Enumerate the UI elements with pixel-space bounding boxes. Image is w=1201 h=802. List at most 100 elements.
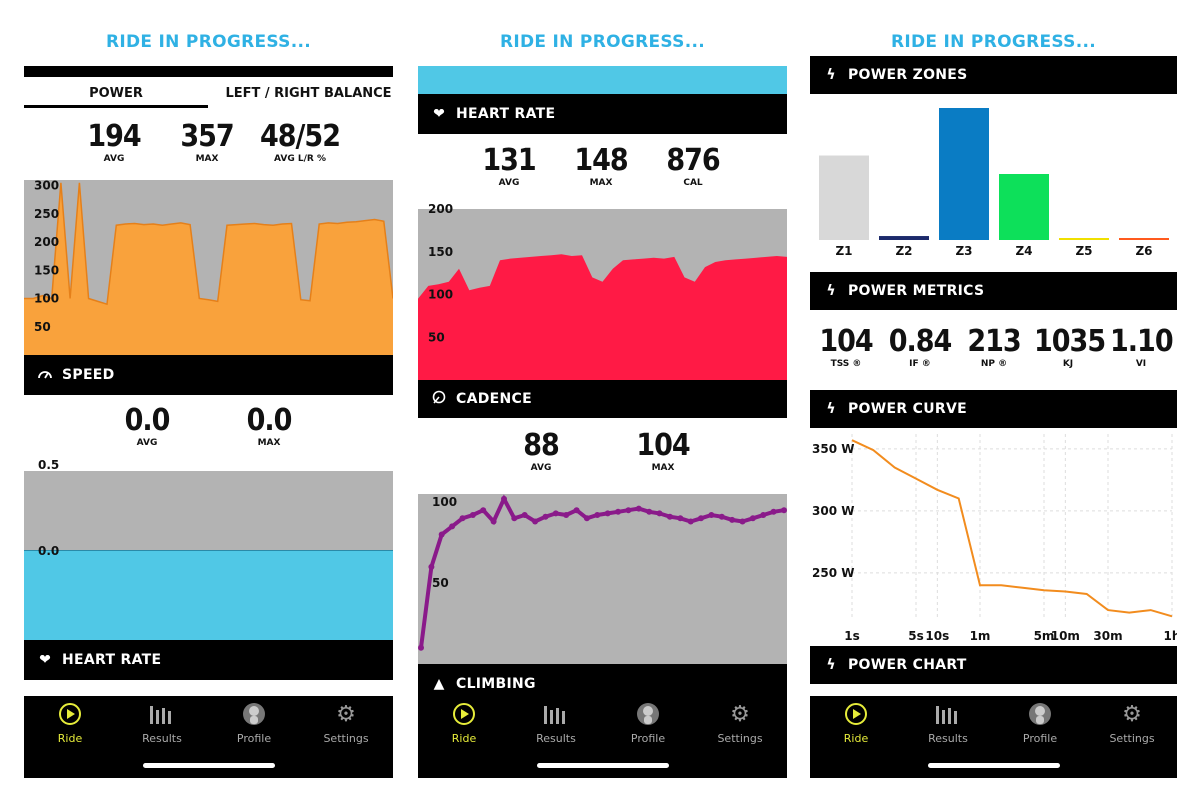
lightning-icon: ϟ — [826, 657, 836, 673]
climbing-title: CLIMBING — [456, 676, 536, 692]
cadence-max-value: 104 — [636, 428, 690, 463]
y-tick-label: 250 — [34, 207, 59, 221]
y-tick-label: 200 — [428, 202, 453, 216]
cadence-icon — [426, 390, 452, 408]
status-title: RIDE IN PROGRESS... — [891, 32, 1096, 52]
power-max-value: 357 — [180, 119, 234, 154]
tab-power[interactable]: POWER — [24, 86, 208, 101]
speed-avg-value: 0.0 — [124, 403, 171, 438]
panel-power-speed: RIDE IN PROGRESS... POWER LEFT / RIGHT B… — [24, 0, 394, 802]
tab-results-label: Results — [536, 732, 576, 745]
metric-np: 213 NP ® — [962, 324, 1026, 370]
tab-bar: Ride Results Profile ⚙ Settings — [810, 696, 1177, 778]
tab-balance-label: LEFT / RIGHT BALANCE — [225, 86, 392, 101]
speed-avg-label: AVG — [136, 438, 158, 448]
curve-chart: 1s 5s 10s 1m 5m 10m 30m 1h 350 W 300 W 250 W — [810, 430, 1180, 646]
play-circle-icon — [810, 702, 902, 726]
zone-label: Z4 — [1015, 244, 1032, 258]
tab-settings[interactable]: ⚙ Settings — [1086, 701, 1178, 746]
zones-title: POWER ZONES — [848, 67, 968, 83]
cadence-avg: 88 AVG — [506, 430, 576, 474]
lightning-icon: ϟ — [826, 67, 836, 83]
tab-results[interactable]: Results — [510, 702, 602, 745]
y-tick-label: 350 W — [812, 442, 854, 456]
power-max-label: MAX — [195, 154, 219, 164]
y-tick-label: 50 — [428, 330, 445, 344]
zones-header: ϟ POWER ZONES — [810, 56, 1177, 94]
heart-icon: ❤ — [39, 652, 51, 668]
tab-settings[interactable]: ⚙ Settings — [300, 702, 392, 746]
profile-icon — [994, 702, 1086, 726]
tab-balance[interactable]: LEFT / RIGHT BALANCE — [224, 86, 393, 101]
metric-kj-value: 1035 — [1034, 324, 1106, 359]
tab-profile[interactable]: Profile — [602, 702, 694, 745]
y-tick-label: 50 — [34, 320, 51, 334]
heart-icon: ❤ — [433, 106, 445, 122]
home-indicator — [536, 763, 669, 768]
series-area — [418, 254, 787, 380]
tab-results[interactable]: Results — [902, 702, 994, 745]
metrics-title: POWER METRICS — [848, 283, 985, 299]
gear-icon: ⚙ — [1122, 701, 1142, 727]
heart-title: HEART RATE — [456, 106, 556, 122]
home-indicator — [927, 763, 1060, 768]
metrics-header: ϟ POWER METRICS — [810, 272, 1177, 310]
metric-tss-label: TSS ® — [830, 359, 862, 369]
profile-icon — [208, 702, 300, 726]
metric-if-value: 0.84 — [888, 324, 953, 359]
tab-ride[interactable]: Ride — [418, 702, 510, 745]
power-chart-header: ϟ POWER CHART — [810, 646, 1177, 684]
y-tick-label: 150 — [34, 263, 59, 277]
zone-bar — [819, 155, 869, 240]
cadence-scatter-chart: 100 50 — [418, 494, 787, 664]
metric-if-label: IF ® — [909, 359, 931, 369]
tab-settings-label: Settings — [323, 732, 369, 745]
metric-vi: 1.10 VI — [1110, 324, 1174, 370]
metric-kj: 1035 KJ — [1034, 324, 1106, 370]
tab-settings[interactable]: ⚙ Settings — [694, 702, 786, 746]
tab-profile[interactable]: Profile — [994, 702, 1086, 745]
speed-max: 0.0 MAX — [234, 405, 304, 449]
tab-ride[interactable]: Ride — [810, 702, 902, 745]
heart-header: ❤ HEART RATE — [24, 640, 393, 680]
y-tick-label: 200 — [34, 235, 59, 249]
metric-vi-value: 1.10 — [1110, 324, 1174, 359]
tab-ride[interactable]: Ride — [24, 702, 116, 745]
bars-icon — [116, 702, 208, 726]
zone-label: Z2 — [895, 244, 912, 258]
top-strip — [24, 66, 393, 77]
metric-if: 0.84 IF ® — [886, 324, 954, 370]
tab-ride-label: Ride — [57, 732, 83, 745]
heart-cal: 876 CAL — [658, 145, 728, 189]
series-line — [24, 182, 394, 306]
zones-chart: Z1 Z2 Z3 Z4 Z5 Z6 — [810, 100, 1177, 260]
zone-bar — [879, 236, 929, 240]
y-tick-label: 50 — [432, 576, 449, 590]
heart-area-chart: 200 150 100 50 — [418, 202, 787, 380]
status-title: RIDE IN PROGRESS... — [500, 32, 705, 52]
zone-bar — [1059, 238, 1109, 240]
y-tick-label: 150 — [428, 245, 453, 259]
speed-line — [24, 550, 393, 551]
x-tick-label: 10m — [1051, 629, 1080, 643]
x-tick-label: 1h — [1164, 629, 1177, 643]
tab-profile[interactable]: Profile — [208, 702, 300, 745]
speed-chart-bg — [24, 471, 393, 551]
metric-np-label: NP ® — [980, 359, 1008, 369]
speed-avg: 0.0 AVG — [112, 403, 182, 449]
heart-avg-value: 131 — [482, 143, 536, 178]
heart-chart: 200 150 100 50 — [418, 195, 787, 380]
play-circle-icon — [24, 702, 116, 726]
metric-tss: 104 TSS ® — [814, 326, 878, 370]
speed-max-label: MAX — [257, 438, 281, 448]
lightning-icon: ϟ — [826, 401, 836, 417]
metric-np-value: 213 — [967, 324, 1021, 359]
x-tick-label: 30m — [1093, 629, 1122, 643]
tab-results[interactable]: Results — [116, 702, 208, 745]
zone-label: Z3 — [955, 244, 972, 258]
status-title: RIDE IN PROGRESS... — [106, 32, 311, 52]
heart-header: ❤ HEART RATE — [418, 94, 787, 134]
power-lr-value: 48/52 — [260, 119, 341, 154]
heart-title: HEART RATE — [62, 652, 162, 668]
